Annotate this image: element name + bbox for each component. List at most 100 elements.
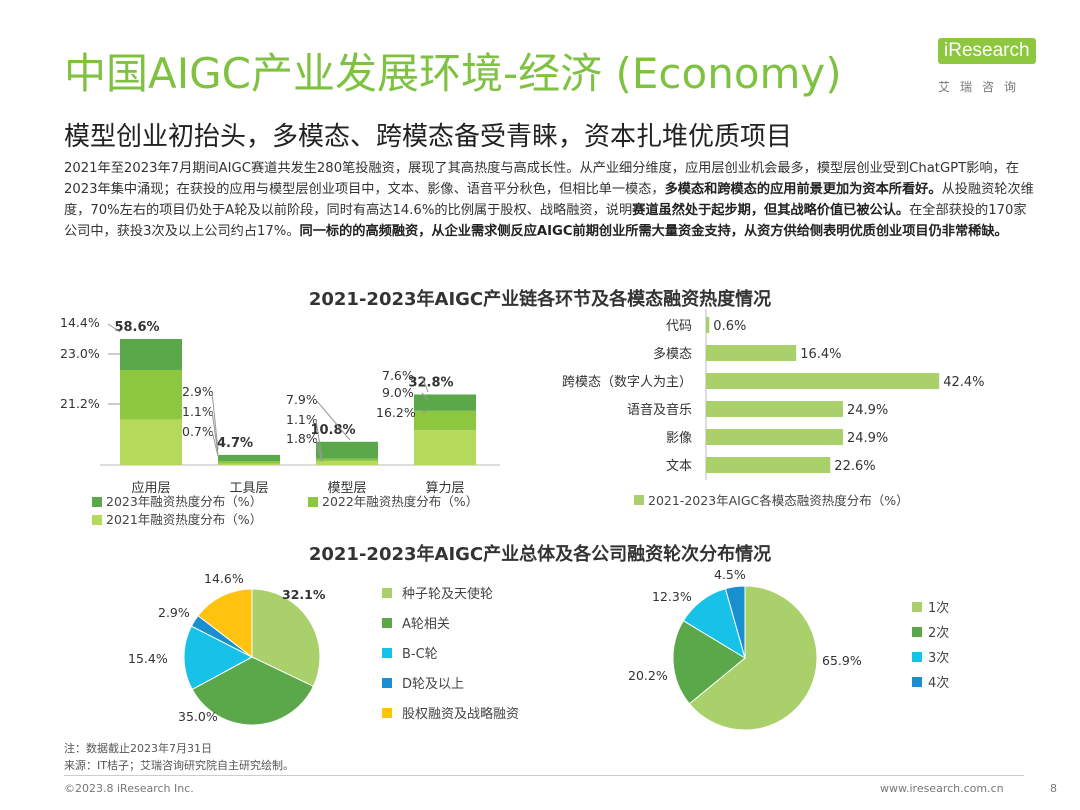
pie-slice <box>672 619 746 705</box>
footer-url[interactable]: www.iresearch.com.cn <box>880 782 1004 795</box>
category-label: 模型层 <box>327 481 366 496</box>
segment-label: 1.1% <box>182 404 214 419</box>
segment-label: 7.9% <box>286 392 318 407</box>
segment-label: 23.0% <box>60 346 100 361</box>
legend-label: 2023年融资热度分布（%） <box>106 494 262 509</box>
slice-label: 32.1% <box>282 587 326 602</box>
intro-bold-2: 赛道虽然处于起步期，但其战略价值已被公认。 <box>632 203 910 218</box>
leader-line <box>421 409 429 414</box>
bar <box>706 429 843 445</box>
value-label: 24.9% <box>847 431 888 446</box>
category-label: 文本 <box>666 459 692 474</box>
slice-label: 20.2% <box>628 668 668 683</box>
segment-label: 0.7% <box>182 424 214 439</box>
bar <box>706 345 797 361</box>
bar-segment <box>316 458 378 462</box>
legend-swatch <box>92 497 102 507</box>
footer-divider <box>64 775 1024 776</box>
legend-swatch <box>382 708 392 718</box>
legend-label: A轮相关 <box>402 617 450 632</box>
value-label: 42.4% <box>943 375 984 390</box>
footer-source: 来源：IT桔子；艾瑞咨询研究院自主研究绘制。 <box>64 759 294 772</box>
legend-label: 股权融资及战略融资 <box>402 706 519 722</box>
pie-slice <box>724 585 746 659</box>
leader-line <box>211 391 219 451</box>
legend-swatch <box>912 627 922 637</box>
leader-line <box>421 392 429 401</box>
legend-swatch <box>382 678 392 688</box>
page-subtitle: 模型创业初抬头，多模态、跨模态备受青睐，资本扎堆优质项目 <box>64 122 793 152</box>
intro-bold-3: 同一标的的高频融资，从企业需求侧反应AIGC前期创业所需大量资金支持，从资方供给… <box>299 224 1008 239</box>
legend-label: 2次 <box>928 625 949 641</box>
value-label: 22.6% <box>834 459 875 474</box>
legend-label: 2021-2023年AIGC各模态融资热度分布（%） <box>648 493 909 508</box>
section-title-rounds: 2021-2023年AIGC产业总体及各公司融资轮次分布情况 <box>308 544 772 565</box>
legend-label: 1次 <box>928 600 949 616</box>
page-title: 中国AIGC产业发展环境-经济 (Economy) <box>64 49 842 98</box>
iresearch-logo: iResearch 艾瑞咨询 <box>930 38 1050 98</box>
legend-label: 2021年融资热度分布（%） <box>106 512 262 527</box>
legend-label: D轮及以上 <box>402 677 464 692</box>
footer-copyright: ©2023.8 iResearch Inc. <box>64 782 194 795</box>
slice-label: 65.9% <box>822 653 862 668</box>
category-label: 语音及音乐 <box>627 402 692 418</box>
segment-label: 9.0% <box>382 385 414 400</box>
bar <box>706 457 831 473</box>
section-title-chain: 2021-2023年AIGC产业链各环节及各模态融资热度情况 <box>308 289 772 310</box>
intro-text-2: 从投融资轮次维度，70%左右的项目仍处于A轮及以前阶段，同时有高达14.6%的比… <box>64 182 1034 218</box>
leader-line <box>315 419 323 460</box>
legend-swatch <box>382 618 392 628</box>
pie-slice <box>251 588 321 688</box>
pie-chart-frequency: 65.9% 20.2% 12.3% 4.5% 1次 2次 3次 4次 <box>628 567 949 731</box>
page-number: 8 <box>1050 782 1057 795</box>
slice-label: 2.9% <box>158 605 190 620</box>
segment-label: 7.6% <box>382 368 414 383</box>
pie-slice <box>183 625 254 691</box>
pie-slice <box>197 588 253 659</box>
bar-segment <box>218 454 280 462</box>
segment-label: 14.4% <box>60 315 100 330</box>
category-label: 跨模态（数字人为主） <box>562 375 692 390</box>
category-label: 代码 <box>666 319 692 334</box>
bar-segment <box>414 394 476 411</box>
stacked-bar-chart: 58.6%应用层4.7%工具层10.8%模型层32.8%算力层21.2%23.0… <box>60 315 500 527</box>
legend-swatch <box>912 677 922 687</box>
legend-label: 种子轮及天使轮 <box>402 586 493 602</box>
intro-text-3: 在全部获投的170家公司中，获投3次及以上公司约占17%。 <box>64 203 1027 239</box>
bar-segment <box>120 369 182 420</box>
footer-note: 注：数据截止2023年7月31日 <box>64 742 212 755</box>
bar <box>706 373 940 389</box>
legend-label: B-C轮 <box>402 647 438 662</box>
slice-label: 14.6% <box>204 571 244 586</box>
bar-segment <box>218 463 280 465</box>
value-label: 24.9% <box>847 403 888 418</box>
pie-slice <box>191 656 315 726</box>
slice-label: 12.3% <box>652 589 692 604</box>
pie-chart-rounds: 32.1% 35.0% 15.4% 2.9% 14.6% 种子轮及天使轮 A轮相关 B-C轮 D… <box>128 571 519 726</box>
leader-line <box>315 399 351 441</box>
legend-swatch <box>912 602 922 612</box>
bar-segment <box>120 339 182 370</box>
legend-label: 2022年融资热度分布（%） <box>322 494 478 509</box>
bar <box>706 401 843 417</box>
logo-subtext: 艾瑞咨询 <box>938 80 1027 94</box>
legend-label: 3次 <box>928 650 949 666</box>
category-label: 算力层 <box>425 481 464 496</box>
intro-bold-1: 多模态和跨模态的应用前景更加为资本所看好。 <box>664 182 942 197</box>
leader-line <box>211 410 219 455</box>
bar-segment <box>414 410 476 431</box>
legend-swatch <box>634 495 644 505</box>
legend-swatch <box>308 497 318 507</box>
leader-line <box>107 323 121 333</box>
leader-line <box>315 438 323 463</box>
legend-label: 4次 <box>928 675 949 691</box>
legend-swatch <box>92 515 102 525</box>
slice-label: 35.0% <box>178 709 218 724</box>
slice-label: 4.5% <box>714 567 746 582</box>
leader-line <box>211 430 219 457</box>
value-label: 16.4% <box>800 347 841 362</box>
segment-label: 16.2% <box>376 405 416 420</box>
pie-slice <box>688 585 818 731</box>
segment-label: 1.1% <box>286 412 318 427</box>
intro-paragraph: 2021年至2023年7月期间AIGC赛道共发生280笔投融资，展现了其高热度与… <box>64 158 1034 242</box>
